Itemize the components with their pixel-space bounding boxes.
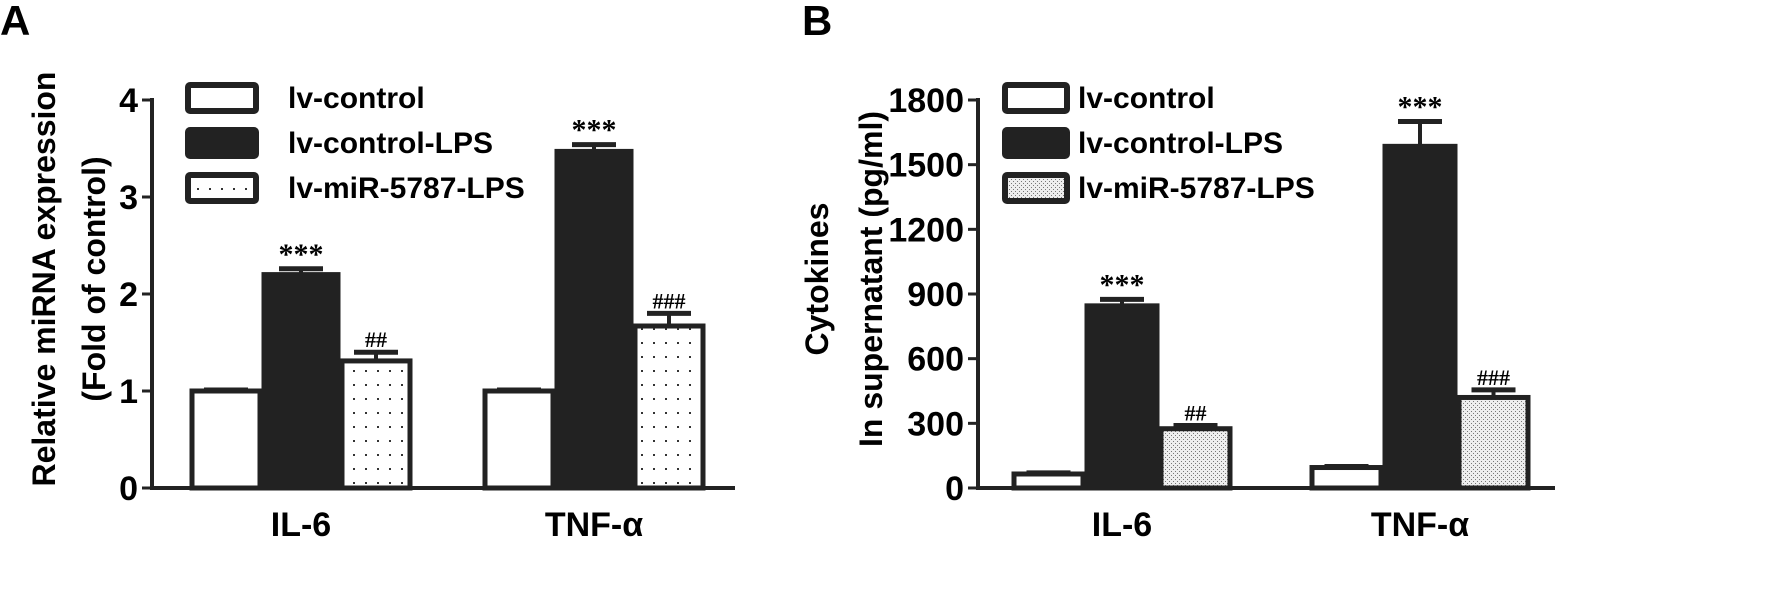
significance-label: ## [1185,400,1207,425]
legend-label: lv-control [288,82,425,115]
significance-label: *** [1100,268,1145,301]
y-axis-label: Relative miRNA expression [26,72,62,487]
x-tick-label: TNF-α [1371,506,1469,544]
legend-label: lv-control [1078,82,1215,115]
significance-label: ## [365,327,387,352]
y-tick-label: 1 [119,373,138,411]
bar-lv-control [1011,471,1086,491]
bar-lv-control [189,388,263,491]
legend-swatch [185,127,259,159]
y-tick-label: 1200 [888,211,964,249]
bar-lv-miR-5787-LPS [1456,394,1531,491]
y-tick-label: 3 [119,179,138,217]
bar-lv-control [482,388,556,491]
legend-swatch [1002,172,1070,204]
x-tick-label: TNF-α [545,506,643,544]
y-tick-label: 0 [945,470,964,508]
chart-b: B Cytokines In supernatant (pg/ml) 0 300 600 9… [799,0,1555,544]
legend-label: lv-control-LPS [1078,127,1283,160]
significance-label: *** [1398,91,1443,124]
bar-lv-miR-5787-LPS [632,323,706,491]
legend-swatch [185,172,259,204]
y-axis-label: In supernatant (pg/ml) [853,111,889,447]
bar-lv-miR-5787-LPS [1158,426,1233,491]
y-tick-label: 0 [119,470,138,508]
chart-a: A Relative miRNA expression (Fold of contr… [0,0,735,544]
panel-label: A [0,0,30,44]
legend-swatch [1002,82,1070,114]
bar-lv-control-LPS [554,148,634,491]
legend-label: lv-miR-5787-LPS [288,172,525,205]
y-axis-label: Cytokines [799,203,835,356]
legend-label: lv-miR-5787-LPS [1078,172,1315,205]
y-tick-label: 4 [119,82,138,120]
y-tick-label: 300 [907,405,964,443]
y-tick-label: 600 [907,341,964,379]
legend-swatch [185,82,259,114]
bar-lv-control-LPS [1382,143,1458,491]
significance-label: *** [279,238,324,271]
bar-lv-control-LPS [261,272,341,491]
y-axis-label: (Fold of control) [76,156,112,401]
bar-lv-miR-5787-LPS [339,358,413,491]
legend-label: lv-control-LPS [288,127,493,160]
y-tick-label: 900 [907,276,964,314]
x-tick-label: IL-6 [1092,506,1152,544]
y-tick-label: 1500 [888,147,964,185]
panel-label: B [802,0,832,44]
significance-label: ### [653,288,686,313]
legend-swatch [1002,127,1070,159]
significance-label: ### [1477,365,1510,390]
y-tick-label: 2 [119,276,138,314]
bar-lv-control-LPS [1084,303,1160,491]
x-tick-label: IL-6 [271,506,331,544]
significance-label: *** [572,114,617,147]
bar-lv-control [1309,465,1384,491]
y-tick-label: 1800 [888,82,964,120]
